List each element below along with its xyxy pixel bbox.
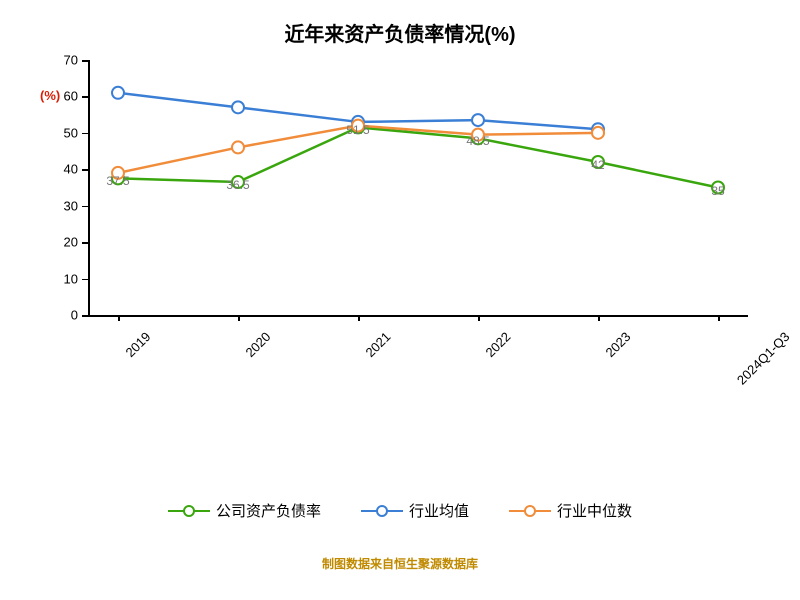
y-tick-label: 40: [48, 162, 78, 177]
x-tick-label: 2024Q1-Q3: [734, 329, 793, 388]
x-axis-line: [88, 315, 748, 317]
legend-swatch: [168, 504, 210, 518]
y-tick-label: 0: [48, 308, 78, 323]
y-tick-label: 70: [48, 53, 78, 68]
x-tick-label: 2019: [122, 329, 153, 360]
y-tick-label: 20: [48, 235, 78, 250]
line-plot-svg: [88, 60, 748, 315]
legend-item: 公司资产负债率: [168, 500, 321, 521]
data-point-label: 35: [711, 184, 724, 198]
legend-item: 行业中位数: [509, 500, 632, 521]
series-marker: [232, 141, 244, 153]
x-tick-label: 2023: [602, 329, 633, 360]
series-marker: [232, 101, 244, 113]
chart-title: 近年来资产负债率情况(%): [0, 0, 800, 47]
series-marker: [112, 87, 124, 99]
data-point-label: 36.5: [226, 178, 249, 192]
y-tick-label: 30: [48, 198, 78, 213]
chart-plot-area: [88, 60, 748, 315]
legend-label: 公司资产负债率: [216, 500, 321, 521]
data-point-label: 48.5: [466, 134, 489, 148]
legend-label: 行业均值: [409, 500, 469, 521]
series-marker: [592, 127, 604, 139]
data-point-label: 42: [591, 158, 604, 172]
legend-label: 行业中位数: [557, 500, 632, 521]
x-tick-label: 2022: [482, 329, 513, 360]
y-axis-line: [88, 60, 90, 315]
legend-swatch: [509, 504, 551, 518]
attribution-text: 制图数据来自恒生聚源数据库: [0, 555, 800, 572]
legend-item: 行业均值: [361, 500, 469, 521]
legend: 公司资产负债率 行业均值 行业中位数: [0, 500, 800, 521]
data-point-label: 51.5: [346, 123, 369, 137]
data-point-label: 37.5: [106, 174, 129, 188]
y-tick-label: 10: [48, 271, 78, 286]
y-tick-label: 50: [48, 125, 78, 140]
x-tick-label: 2021: [362, 329, 393, 360]
series-marker: [472, 114, 484, 126]
x-tick-label: 2020: [242, 329, 273, 360]
legend-swatch: [361, 504, 403, 518]
y-axis-title: (%): [40, 88, 60, 103]
series-line: [118, 127, 718, 187]
